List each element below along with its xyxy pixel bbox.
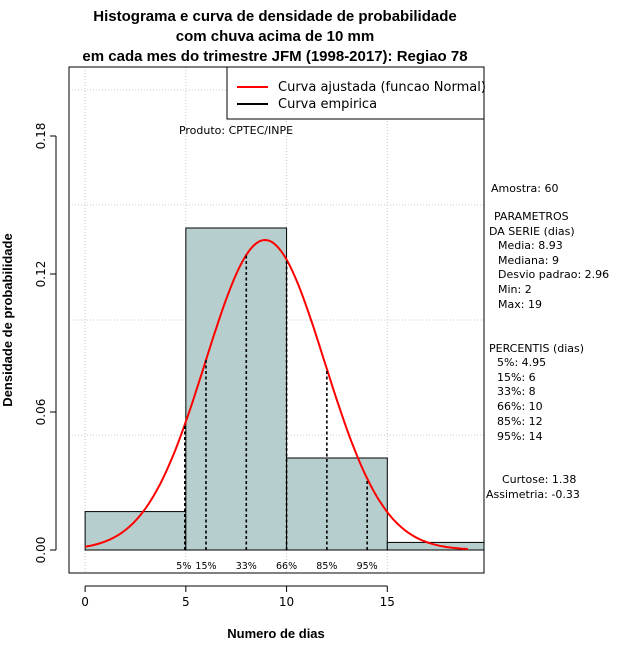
params-list: Media: 8.93 Mediana: 9 Desvio padrao: 2.…: [498, 239, 609, 313]
y-tick-label-2: 0.12: [34, 261, 48, 288]
assimetria: Assimetria: -0.33: [486, 488, 580, 501]
curtose: Curtose: 1.38: [502, 473, 577, 486]
percentis-list: 5%: 4.95 15%: 6 33%: 8 66%: 10 85%: 12 9…: [497, 356, 546, 444]
percentil-15: 15%: 6: [497, 370, 536, 384]
percentile-label-2: 33%: [236, 561, 257, 572]
param-max: Max: 19: [498, 297, 542, 311]
sample-size: Amostra: 60: [491, 182, 559, 195]
histogram-bar-0: [84, 511, 187, 551]
normal-curve-layer: [84, 238, 468, 550]
param-min: Min: 2: [498, 283, 532, 297]
axes: 0 5 10 15 0.00 0.06 0.12 0.18: [34, 123, 395, 609]
x-tick-label-0: 0: [81, 595, 89, 609]
param-media: Media: 8.93: [498, 239, 563, 252]
y-tick-label-3: 0.18: [34, 123, 48, 150]
percentile-label-3: 66%: [276, 561, 297, 572]
x-tick-label-3: 15: [380, 595, 395, 609]
legend-box: [226, 66, 485, 120]
x-tick-label-2: 10: [279, 595, 294, 609]
y-tick-label-1: 0.06: [34, 399, 48, 426]
histogram-bar-3: [386, 541, 485, 551]
percentil-5: 5%: 4.95: [497, 356, 547, 369]
percentil-66: 66%: 10: [497, 400, 543, 414]
param-desvio: Desvio padrao: 2.96: [498, 268, 610, 282]
chart-title-line-1: Histograma e curva de densidade de proba…: [93, 8, 456, 25]
chart-title-line-2: com chuva acima de 10 mm: [176, 28, 374, 45]
params-header-2: DA SERIE (dias): [489, 225, 575, 238]
y-axis-title: Densidade de probabilidade: [0, 233, 15, 406]
y-tick-label-0: 0.00: [34, 537, 48, 564]
legend-label-empirical: Curva empirica: [278, 97, 377, 112]
normal-fit-curve: [84, 238, 468, 550]
legend-label-fit: Curva ajustada (funcao Normal): [278, 80, 486, 95]
percentil-33: 33%: 8: [497, 385, 536, 399]
histogram-bar-2: [286, 457, 388, 551]
percentile-label-5: 95%: [357, 561, 378, 572]
chart-title-line-3: em cada mes do trimestre JFM (1998-2017)…: [82, 48, 467, 65]
percentile-label-1: 15%: [195, 561, 216, 572]
param-mediana: Mediana: 9: [498, 253, 559, 267]
params-header-1: PARAMETROS: [494, 210, 569, 223]
percentile-label-0: 5%: [176, 561, 191, 572]
percentile-label-4: 85%: [316, 561, 337, 572]
product-label: Produto: CPTEC/INPE: [179, 124, 293, 137]
percentil-95: 95%: 14: [497, 429, 543, 443]
legend: Curva ajustada (funcao Normal) Curva emp…: [226, 66, 486, 120]
percentil-85: 85%: 12: [497, 414, 543, 428]
histogram-bars: [84, 227, 485, 551]
percentile-markers: 5% 15% 33% 66% 85% 95%: [176, 254, 378, 572]
x-axis-title: Numero de dias: [227, 626, 325, 641]
x-tick-label-1: 5: [182, 595, 190, 609]
percentis-header: PERCENTIS (dias): [489, 342, 585, 355]
